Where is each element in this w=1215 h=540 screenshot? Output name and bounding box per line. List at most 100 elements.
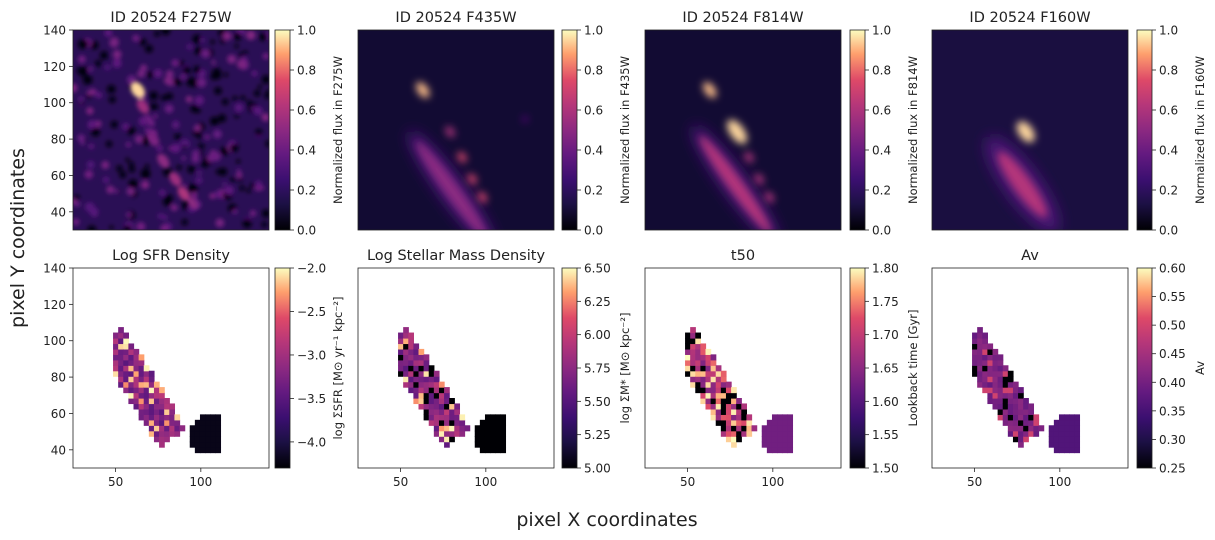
- colorbar-tick-label: 1.0: [584, 24, 603, 38]
- noise-blob: [224, 185, 234, 196]
- pixel: [138, 359, 145, 366]
- noise-blob: [126, 126, 136, 136]
- noise-blob: [191, 154, 200, 163]
- colorbar-tick-label: 1.0: [872, 24, 891, 38]
- pixel: [210, 425, 216, 432]
- pixel: [700, 381, 707, 388]
- noise-blob: [125, 157, 130, 162]
- pixel: [423, 376, 430, 383]
- pixel: [138, 403, 145, 410]
- x-tick-label: 100: [474, 475, 497, 489]
- pixel: [123, 338, 129, 345]
- pixel: [972, 332, 978, 339]
- pixel: [720, 430, 727, 437]
- pixel: [403, 354, 409, 361]
- pixel: [194, 425, 201, 432]
- pixel: [997, 376, 1004, 383]
- noise-blob: [196, 77, 207, 88]
- pixel: [997, 381, 1004, 388]
- pixel: [398, 354, 404, 361]
- pixel: [1074, 430, 1081, 437]
- x-tick-label: 100: [1048, 475, 1071, 489]
- noise-blob: [199, 37, 205, 43]
- pixel: [731, 425, 737, 432]
- noise-blob: [125, 141, 132, 148]
- pixel: [1053, 436, 1060, 443]
- pixel: [454, 419, 461, 426]
- pixel: [138, 365, 145, 372]
- pixel: [423, 359, 430, 366]
- pixel: [1038, 425, 1045, 432]
- pixel: [777, 447, 783, 454]
- bright-knot: [703, 82, 717, 98]
- noise-blob: [74, 194, 80, 201]
- pixel: [771, 419, 778, 426]
- pixel: [1018, 425, 1024, 432]
- pixel: [982, 381, 988, 388]
- pixel: [731, 408, 737, 415]
- pixel: [128, 348, 135, 355]
- noise-blob: [102, 176, 110, 184]
- pixel: [133, 348, 140, 355]
- noise-blob: [132, 34, 140, 42]
- panel-title: Log SFR Density: [112, 248, 230, 264]
- pixel: [459, 414, 466, 421]
- pixel: [1023, 403, 1029, 410]
- pixel: [725, 392, 732, 399]
- pixel: [113, 332, 119, 339]
- pixel: [403, 327, 409, 334]
- pixel: [210, 430, 216, 437]
- pixel: [479, 447, 486, 454]
- axes-frame: [357, 267, 555, 469]
- noise-blob: [227, 54, 237, 64]
- pixel: [159, 408, 165, 415]
- pixel: [128, 387, 135, 394]
- noise-blob: [196, 170, 202, 176]
- noise-blob: [198, 143, 205, 150]
- pixel: [720, 387, 727, 394]
- pixel: [1007, 387, 1014, 394]
- colorbar-tick-label: 0.8: [584, 64, 603, 78]
- pixel: [710, 403, 717, 410]
- colorbar-tick-label: 0.6: [1159, 104, 1178, 118]
- pixel: [997, 398, 1004, 405]
- pixel: [741, 419, 748, 426]
- pixel: [479, 425, 486, 432]
- pixel: [143, 387, 150, 394]
- colorbar-tick-label: 0.55: [1159, 290, 1186, 304]
- image-area: [358, 30, 554, 230]
- pixel: [164, 408, 170, 415]
- pixel: [1048, 441, 1055, 448]
- pixel: [736, 419, 742, 426]
- pixel: [997, 408, 1004, 415]
- pixel: [205, 430, 211, 437]
- pixel: [118, 359, 124, 366]
- pixel: [720, 398, 727, 405]
- pixel: [1018, 414, 1024, 421]
- pixel: [123, 387, 129, 394]
- pixel: [215, 419, 222, 426]
- panel-title: ID 20524 F814W: [682, 10, 803, 26]
- pixel: [746, 425, 753, 432]
- noise-blob: [166, 77, 176, 87]
- pixel: [403, 332, 409, 339]
- pixel: [403, 359, 409, 366]
- noise-blob: [123, 224, 132, 230]
- pixel: [490, 414, 496, 421]
- pixel: [169, 430, 176, 437]
- pixel: [413, 398, 420, 405]
- pixel: [123, 332, 129, 339]
- noise-blob: [223, 72, 229, 77]
- x-tick-label: 50: [680, 475, 695, 489]
- pixel: [685, 354, 691, 361]
- pixel: [133, 365, 140, 372]
- pixel: [710, 376, 717, 383]
- noise-blob: [182, 144, 187, 149]
- pixel: [977, 327, 983, 334]
- noise-blob: [73, 218, 80, 226]
- noise-blob: [86, 90, 92, 96]
- colorbar-tick-label: 1.55: [872, 428, 899, 442]
- noise-blob: [88, 143, 95, 150]
- noise-blob: [91, 127, 100, 137]
- noise-blob: [220, 146, 229, 156]
